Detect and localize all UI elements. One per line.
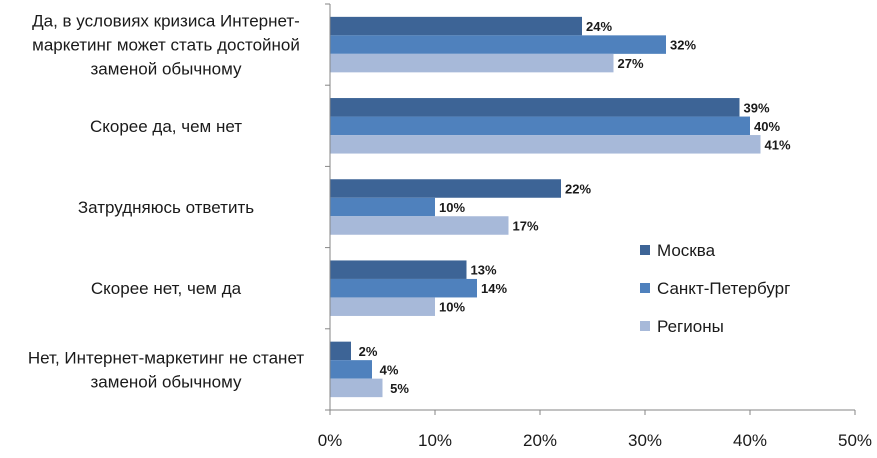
category-label-line: заменой обычному	[91, 60, 242, 79]
category-labels: Да, в условиях кризиса Интернет-маркетин…	[28, 12, 304, 392]
category-label-line: маркетинг может стать достойной	[32, 36, 300, 55]
category-label: Да, в условиях кризиса Интернет-маркетин…	[32, 12, 300, 79]
data-label: 41%	[764, 137, 790, 152]
axes	[325, 3, 856, 415]
category-label: Скорее да, чем нет	[90, 117, 242, 136]
data-label: 24%	[586, 19, 612, 34]
bar-2-2	[330, 116, 750, 136]
data-label: 4%	[380, 362, 399, 377]
category-label: Скорее нет, чем да	[91, 279, 242, 298]
bar-2-3	[330, 197, 435, 217]
category-label-line: Затрудняюсь ответить	[78, 198, 254, 217]
data-label: 17%	[512, 219, 538, 234]
legend-label: Санкт-Петербург	[657, 279, 790, 298]
legend-swatch	[640, 245, 650, 255]
category-label: Нет, Интернет-маркетинг не станет заменой…	[28, 348, 304, 391]
data-label: 14%	[481, 281, 507, 296]
bar-1-1	[330, 16, 582, 36]
bar-3-1	[330, 53, 614, 73]
legend-swatch	[640, 283, 650, 293]
bar-3-5	[330, 378, 383, 398]
data-label: 27%	[617, 56, 643, 71]
data-label: 10%	[439, 300, 465, 315]
x-tick-label: 40%	[733, 431, 767, 450]
x-tick-label: 0%	[318, 431, 343, 450]
legend-swatch	[640, 321, 650, 331]
data-label: 22%	[565, 182, 591, 197]
category-label-line: Скорее да, чем нет	[90, 117, 242, 136]
x-tick-label: 50%	[838, 431, 872, 450]
tick-labels: 0% 10% 20% 30% 40% 50%	[318, 431, 872, 450]
data-label: 39%	[743, 100, 769, 115]
category-label-line: Нет, Интернет-маркетинг не станет	[28, 348, 304, 367]
category-label-line: заменой обычному	[91, 372, 242, 391]
bar-1-5	[330, 341, 351, 361]
legend: Москва Санкт-Петербург Регионы	[640, 241, 790, 336]
category-label: Затрудняюсь ответить	[78, 198, 254, 217]
data-label: 13%	[470, 263, 496, 278]
x-tick-label: 20%	[523, 431, 557, 450]
bar-1-4	[330, 260, 467, 279]
bar-2-1	[330, 35, 666, 54]
data-labels: 24% 32% 27% 39% 40% 41% 22% 10% 17% 13% 14% 10% 2%4%…	[359, 19, 791, 396]
data-label: 40%	[754, 119, 780, 134]
legend-label: Регионы	[657, 317, 724, 336]
x-tick-label: 10%	[418, 431, 452, 450]
bars	[330, 16, 761, 398]
bar-3-2	[330, 135, 761, 154]
bar-3-4	[330, 297, 435, 316]
bar-2-5	[330, 360, 372, 379]
bar-1-2	[330, 98, 740, 117]
category-label-line: Скорее нет, чем да	[91, 279, 242, 298]
data-label: 5%	[390, 381, 409, 396]
bar-3-3	[330, 216, 509, 235]
data-label: 2%	[359, 344, 378, 359]
bar-2-4	[330, 278, 477, 298]
legend-label: Москва	[657, 241, 716, 260]
category-label-line: Да, в условиях кризиса Интернет-	[32, 12, 300, 31]
data-label: 10%	[439, 200, 465, 215]
bar-1-3	[330, 179, 561, 198]
x-tick-label: 30%	[628, 431, 662, 450]
data-label: 32%	[670, 38, 696, 53]
